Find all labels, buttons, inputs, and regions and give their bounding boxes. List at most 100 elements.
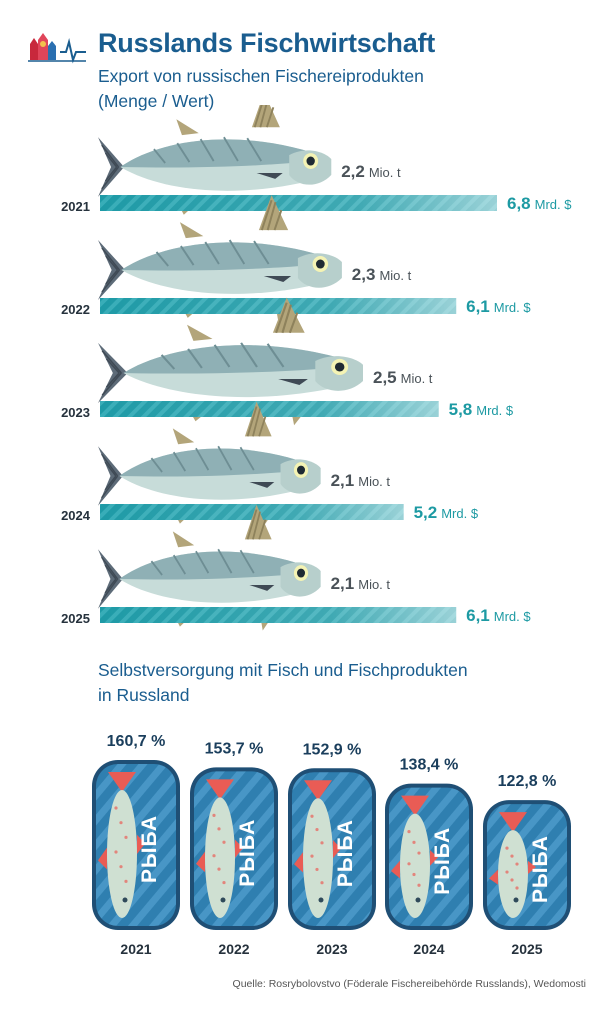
source-note: Quelle: Rosrybolovstvo (Föderale Fischer… <box>232 978 586 990</box>
wert-bar-shade <box>100 607 457 623</box>
can-fish-body <box>400 813 430 918</box>
can-group: РЫБА 122,8 % 2025 <box>483 773 571 957</box>
wert-label: 5,2 Mrd. $ <box>414 503 479 522</box>
can-fish-fin <box>333 840 341 859</box>
wert-bar-shade <box>100 298 457 314</box>
menge-unit: Mio. t <box>369 165 401 180</box>
can-fish-tail <box>401 795 429 816</box>
can-fish-spot <box>124 835 128 839</box>
can-fish-spot <box>114 806 118 810</box>
wert-unit: Mrd. $ <box>476 403 514 418</box>
can-fish-fin <box>528 860 536 875</box>
year-label: 2024 <box>413 941 444 957</box>
menge-value: 2,3 <box>352 265 376 284</box>
year-label: 2025 <box>511 941 542 957</box>
menge-value: 2,5 <box>373 368 397 387</box>
section2-title-line-1: Selbstversorgung mit Fisch und Fischprod… <box>98 660 468 680</box>
export-row: 2,2 Mio. t 6,8 Mrd. $ 2021 <box>61 105 572 219</box>
year-label: 2022 <box>218 941 249 957</box>
year-label: 2024 <box>61 508 91 523</box>
can-fish-spot <box>119 865 123 869</box>
can-fish-spot <box>407 862 411 866</box>
can-fish-tail <box>304 780 332 801</box>
can-fish-spot <box>412 840 416 844</box>
can-fish-spot <box>505 846 509 850</box>
can-fish-spot <box>412 872 416 877</box>
wert-value: 5,8 <box>449 400 473 419</box>
can-label: РЫБА <box>431 827 454 895</box>
can-fish-tail <box>499 812 527 833</box>
year-label: 2022 <box>61 302 90 317</box>
section2-title: Selbstversorgung mit Fisch und Fischprod… <box>98 658 468 708</box>
can-fish-body <box>498 830 528 918</box>
page-title: Russlands Fischwirtschaft <box>98 28 436 58</box>
menge-unit: Mio. t <box>379 268 411 283</box>
wert-label: 5,8 Mrd. $ <box>449 400 514 419</box>
year-label: 2023 <box>61 405 90 420</box>
wert-value: 6,1 <box>466 606 490 625</box>
can-fish-spot <box>320 841 324 845</box>
can-fish-spot <box>515 886 519 890</box>
export-row: 2,3 Mio. t 6,1 Mrd. $ 2022 <box>61 195 531 322</box>
can-fish-eye <box>513 897 519 903</box>
wert-label: 6,1 Mrd. $ <box>466 606 531 625</box>
can-group: РЫБА 153,7 % 2022 <box>190 740 278 957</box>
wert-unit: Mrd. $ <box>441 506 479 521</box>
wert-bar-shade <box>100 195 497 211</box>
menge-unit: Mio. t <box>358 474 390 489</box>
menge-value: 2,1 <box>331 574 355 593</box>
can-fish-spot <box>217 867 221 871</box>
logo-icon <box>26 30 88 64</box>
can-fish-spot <box>119 821 123 825</box>
wert-unit: Mrd. $ <box>494 609 532 624</box>
menge-value: 2,1 <box>331 471 355 490</box>
percent-label: 122,8 % <box>498 773 557 790</box>
can-fish-spot <box>417 851 421 855</box>
menge-label: 2,5 Mio. t <box>373 368 433 387</box>
menge-label: 2,2 Mio. t <box>341 162 401 181</box>
menge-label: 2,1 Mio. t <box>331 574 391 593</box>
can-fish-spot <box>310 814 314 818</box>
can-fish-eye <box>415 897 421 903</box>
can-fish-spot <box>124 879 128 883</box>
menge-value: 2,2 <box>341 162 365 181</box>
can-fish-spot <box>315 827 319 832</box>
can-fish-spot <box>212 854 216 858</box>
can-group: РЫБА 152,9 % 2023 <box>288 741 376 957</box>
can-fish-spot <box>217 827 221 831</box>
can-label: РЫБА <box>236 819 259 887</box>
year-label: 2025 <box>61 611 90 626</box>
can-fish-spot <box>417 883 421 887</box>
percent-label: 152,9 % <box>303 741 362 758</box>
can-fish-eye <box>318 897 324 903</box>
percent-label: 138,4 % <box>400 757 459 774</box>
can-fish-eye <box>220 897 226 903</box>
can-fish-body <box>205 797 235 918</box>
can-fish-fin <box>137 834 145 854</box>
can-fish-spot <box>222 880 226 885</box>
percent-label: 153,7 % <box>205 740 264 757</box>
selfsupply-chart: РЫБА 160,7 % 2021 РЫБА 153,7 % 2022 РЫБА 152,9 … <box>92 733 571 957</box>
can-fish-spot <box>222 840 226 844</box>
can-fish-spot <box>510 878 514 882</box>
year-label: 2021 <box>120 941 151 957</box>
can-fish-spot <box>407 829 411 834</box>
can-fish-fin <box>294 852 303 873</box>
export-row: 2,1 Mio. t 6,1 Mrd. $ 2025 <box>61 504 531 631</box>
can-fish-spot <box>315 867 319 872</box>
menge-label: 2,3 Mio. t <box>352 265 412 284</box>
can-fish-spot <box>212 813 216 818</box>
can-fish-fin <box>430 850 438 866</box>
can-label: РЫБА <box>138 815 161 883</box>
can-label: РЫБА <box>334 819 357 887</box>
can-label: РЫБА <box>529 835 552 903</box>
percent-label: 160,7 % <box>107 733 166 750</box>
can-fish-fin <box>196 851 205 873</box>
can-fish-tail <box>108 772 136 792</box>
wert-label: 6,1 Mrd. $ <box>466 297 531 316</box>
can-fish-fin <box>391 860 400 879</box>
wert-value: 5,2 <box>414 503 438 522</box>
wert-value: 6,1 <box>466 297 490 316</box>
menge-label: 2,1 Mio. t <box>331 471 391 490</box>
can-fish-spot <box>510 854 514 858</box>
